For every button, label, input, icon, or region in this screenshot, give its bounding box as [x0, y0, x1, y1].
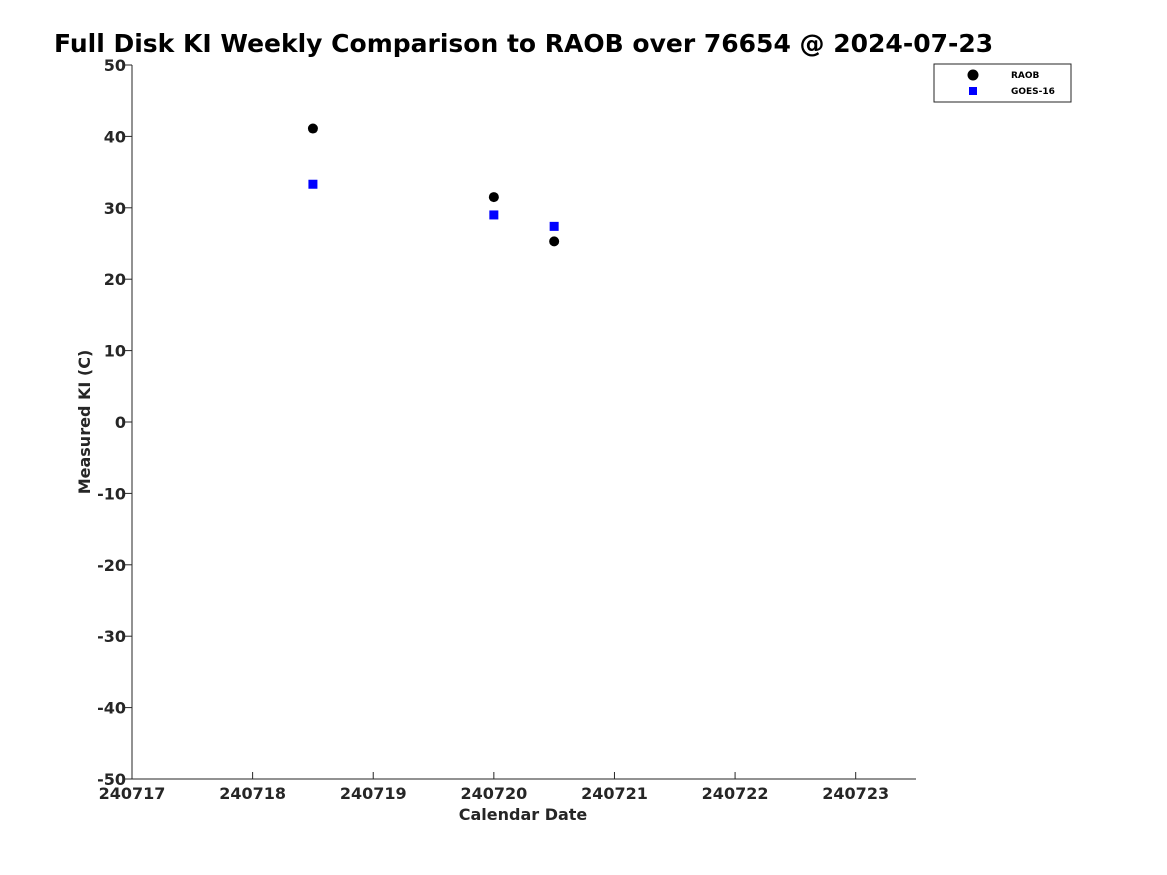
x-tick-label: 240721	[581, 784, 648, 803]
legend-label: GOES-16	[1011, 87, 1055, 97]
y-tick-label: 0	[115, 413, 126, 432]
goes-16-point	[308, 179, 318, 189]
legend-marker	[969, 87, 977, 95]
legend-box	[933, 63, 1072, 103]
legend-items: RAOB GOES-16	[967, 69, 1055, 97]
x-tick-label: 240717	[99, 784, 166, 803]
x-axis-ticks: 240717 240718 240719 240720 240721 240722 2407…	[99, 772, 889, 803]
y-tick-label: 30	[104, 199, 126, 218]
raob-point	[307, 123, 318, 134]
y-axis-ticks: -50 -40 -30 -20 -10 0 10 20 30 40 50	[97, 56, 132, 789]
x-tick-label: 240719	[340, 784, 407, 803]
legend-label: RAOB	[1011, 71, 1040, 81]
x-tick-label: 240718	[219, 784, 286, 803]
y-tick-label: -50	[97, 770, 126, 789]
y-axis-label: Measured KI (C)	[75, 350, 94, 495]
x-tick-label: 240723	[822, 784, 889, 803]
y-tick-label: 10	[104, 342, 126, 361]
y-tick-label: 40	[104, 127, 126, 146]
goes-16-point	[489, 210, 499, 220]
legend: RAOB GOES-16	[933, 63, 1072, 103]
raob-point	[488, 192, 499, 203]
goes-16-point	[549, 221, 559, 231]
legend-marker	[967, 69, 979, 81]
y-tick-label: -40	[97, 699, 126, 718]
raob-point	[549, 236, 560, 247]
y-tick-label: -20	[97, 556, 126, 575]
x-tick-label: 240720	[460, 784, 527, 803]
data-markers	[307, 123, 560, 247]
x-axis-label: Calendar Date	[459, 805, 588, 824]
y-tick-label: 50	[104, 56, 126, 75]
chart-title: Full Disk KI Weekly Comparison to RAOB o…	[54, 29, 993, 58]
y-tick-label: 20	[104, 270, 126, 289]
y-tick-label: -30	[97, 627, 126, 646]
x-tick-label: 240722	[702, 784, 769, 803]
y-tick-label: -10	[97, 484, 126, 503]
